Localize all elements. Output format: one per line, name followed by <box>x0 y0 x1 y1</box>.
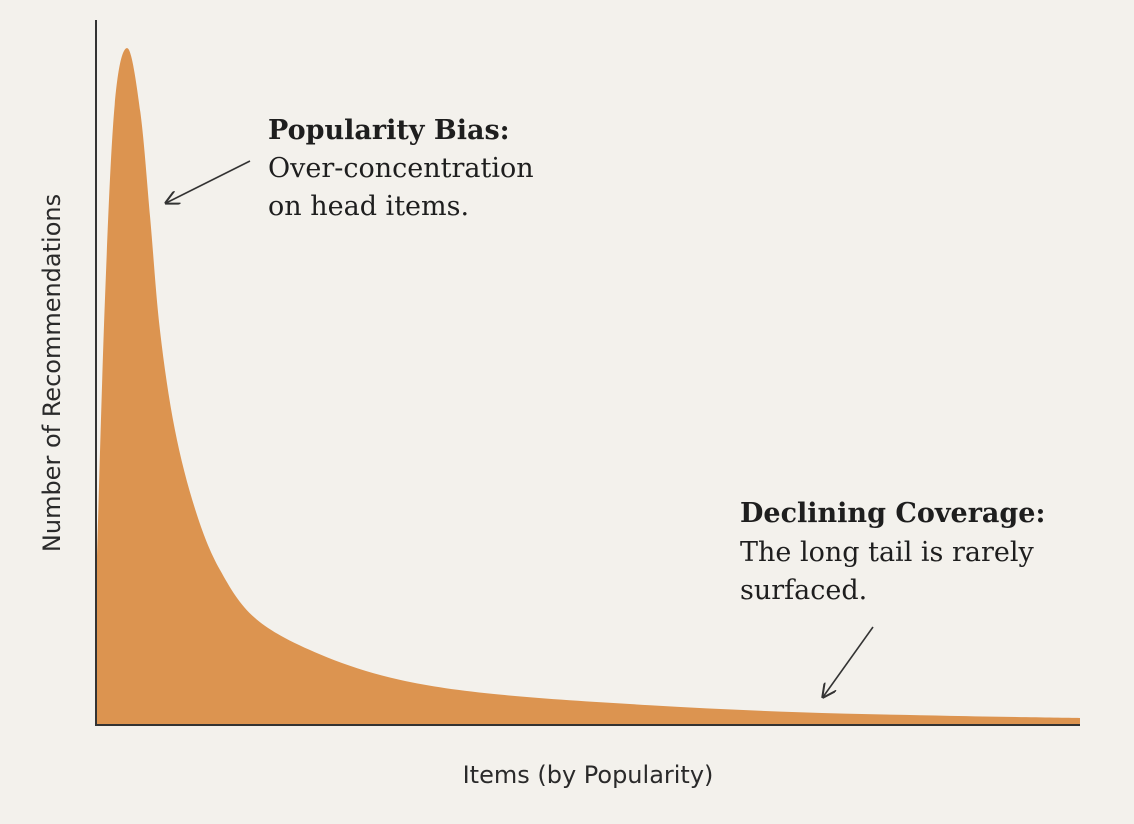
annotation-title: Declining Coverage: <box>740 498 1045 529</box>
annotation-arrow <box>823 626 874 697</box>
annotation-arrow <box>166 160 251 203</box>
plot-area <box>96 48 1080 726</box>
annotation-line: on head items. <box>268 191 469 222</box>
x-axis-label: Items (by Popularity) <box>463 761 714 789</box>
annotation-line: surfaced. <box>740 575 867 606</box>
annotation-line: Over-concentration <box>268 153 534 184</box>
annotation-line: The long tail is rarely <box>740 537 1035 568</box>
annotation-title: Popularity Bias: <box>268 115 510 146</box>
area <box>96 48 1080 726</box>
y-axis-label: Number of Recommendations <box>38 194 66 552</box>
